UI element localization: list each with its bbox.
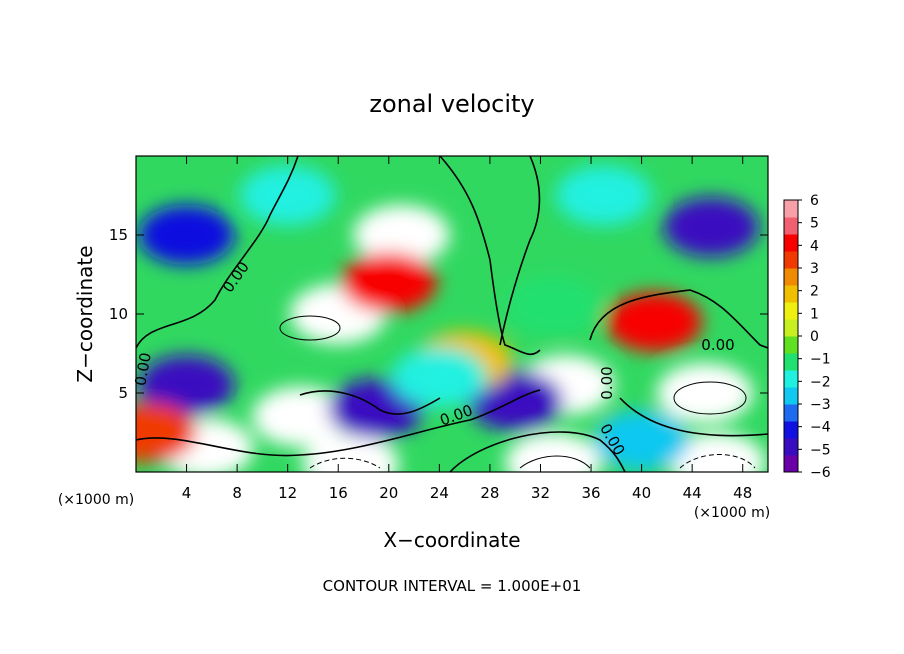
plot-area: 0.000.000.000.00 0.000.00 xyxy=(131,155,769,473)
colorbar-band xyxy=(784,200,798,218)
colorbar-band xyxy=(784,421,798,439)
x-tick-label: 44 xyxy=(683,484,702,502)
field-blob-17 xyxy=(555,165,652,226)
colorbar-tick-label: 4 xyxy=(810,238,819,254)
x-unit-left: (×1000 m) xyxy=(58,492,134,508)
y-tick-label: 15 xyxy=(109,226,128,244)
field-blob-9 xyxy=(669,432,766,472)
x-tick-label: 24 xyxy=(430,484,449,502)
inner-contour xyxy=(673,381,747,415)
colorbar: 6 5 4 3 2 1 0 −1 −2 −3 −4 −5 −6 xyxy=(783,193,831,481)
field-blob-4 xyxy=(656,363,753,423)
colorbar-ticks: 6 5 4 3 2 1 0 −1 −2 −3 −4 −5 −6 xyxy=(798,193,831,481)
colorbar-tick-label: 0 xyxy=(810,329,819,345)
zero-contour-line xyxy=(449,431,626,472)
field-blob-18 xyxy=(505,276,602,337)
x-tick-label: 28 xyxy=(480,484,499,502)
colorbar-tick-label: 2 xyxy=(810,284,819,300)
zero-contour-line xyxy=(439,156,541,355)
x-tick-label: 36 xyxy=(581,484,600,502)
inner-contours xyxy=(279,315,756,469)
colorbar-tick-label: 6 xyxy=(810,193,819,209)
x-tick-label: 32 xyxy=(531,484,550,502)
colorbar-tick-label: −6 xyxy=(810,465,831,481)
x-tick-label: 16 xyxy=(329,484,348,502)
x-tick-label: 4 xyxy=(182,484,192,502)
colorbar-band xyxy=(784,387,798,405)
field-blob-16 xyxy=(239,165,336,226)
inner-contour xyxy=(519,455,591,469)
x-tick-label: 8 xyxy=(232,484,242,502)
colorbar-tick-label: −3 xyxy=(810,397,831,413)
contour-label: 0.00 xyxy=(598,366,616,399)
colorbar-tick-label: −1 xyxy=(810,352,831,368)
colorbar-band xyxy=(784,217,798,235)
zero-contour-line xyxy=(589,289,768,349)
x-tick-label: 48 xyxy=(733,484,752,502)
colorbar-band xyxy=(784,404,798,422)
inner-contour xyxy=(279,315,341,341)
field-blob-19 xyxy=(136,402,197,463)
x-tick-label: 20 xyxy=(379,484,398,502)
colorbar-bands xyxy=(784,200,798,473)
y-tick-label: 10 xyxy=(109,305,128,323)
zero-contour-line xyxy=(136,156,299,349)
field-blob-10 xyxy=(606,291,703,352)
chart-title: zonal velocity xyxy=(369,90,534,118)
field-blob-2 xyxy=(340,252,437,313)
field-blob-11 xyxy=(138,205,235,265)
contour-label: 0.00 xyxy=(701,336,734,354)
y-tick-label: 5 xyxy=(118,384,128,402)
colorbar-band xyxy=(784,370,798,388)
colorbar-tick-label: 1 xyxy=(810,306,819,322)
field-blob-1 xyxy=(353,205,450,265)
colorbar-band xyxy=(784,234,798,252)
colorbar-tick-label: −2 xyxy=(810,374,831,390)
field-blob-22 xyxy=(391,347,488,408)
x-axis: 4 8 12 16 20 24 28 32 36 40 44 48 xyxy=(182,156,752,502)
colorbar-band xyxy=(784,353,798,371)
colorbar-band xyxy=(784,302,798,320)
colorbar-band xyxy=(784,455,798,473)
colorbar-band xyxy=(784,319,798,337)
x-axis-label: X−coordinate xyxy=(383,528,520,552)
x-unit-right: (×1000 m) xyxy=(694,505,770,521)
zero-contour-line xyxy=(299,390,441,415)
colorbar-band xyxy=(784,251,798,269)
colorbar-tick-label: 5 xyxy=(810,216,819,232)
zero-contour-line xyxy=(136,389,541,457)
colorbar-band xyxy=(784,438,798,456)
colorbar-band xyxy=(784,285,798,303)
colorbar-band xyxy=(784,268,798,286)
colorbar-tick-label: 3 xyxy=(810,261,819,277)
y-axis-label: Z−coordinate xyxy=(73,245,97,382)
inner-contour xyxy=(309,457,381,469)
field-blob-13 xyxy=(138,355,235,416)
zero-contours xyxy=(136,156,768,472)
field-blob-12 xyxy=(663,197,760,258)
zero-contour-line xyxy=(499,156,541,346)
colorbar-tick-label: −5 xyxy=(810,442,831,458)
field-blob-5 xyxy=(252,386,349,447)
y-axis: 5 10 15 xyxy=(109,226,768,402)
zero-contour-line xyxy=(619,397,768,437)
x-tick-label: 12 xyxy=(278,484,297,502)
contour-interval-note: CONTOUR INTERVAL = 1.000E+01 xyxy=(323,577,582,595)
x-tick-label: 40 xyxy=(632,484,651,502)
colorbar-tick-label: −4 xyxy=(810,420,831,436)
inner-contour xyxy=(679,454,756,469)
colorbar-band xyxy=(784,336,798,354)
contour-label: 0.00 xyxy=(131,351,155,387)
